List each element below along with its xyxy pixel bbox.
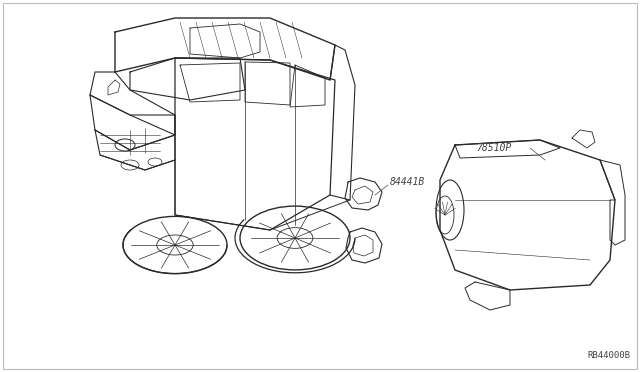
Text: RB44000B: RB44000B — [587, 350, 630, 359]
Text: 84441B: 84441B — [390, 177, 425, 187]
Text: 78510P: 78510P — [476, 143, 511, 153]
